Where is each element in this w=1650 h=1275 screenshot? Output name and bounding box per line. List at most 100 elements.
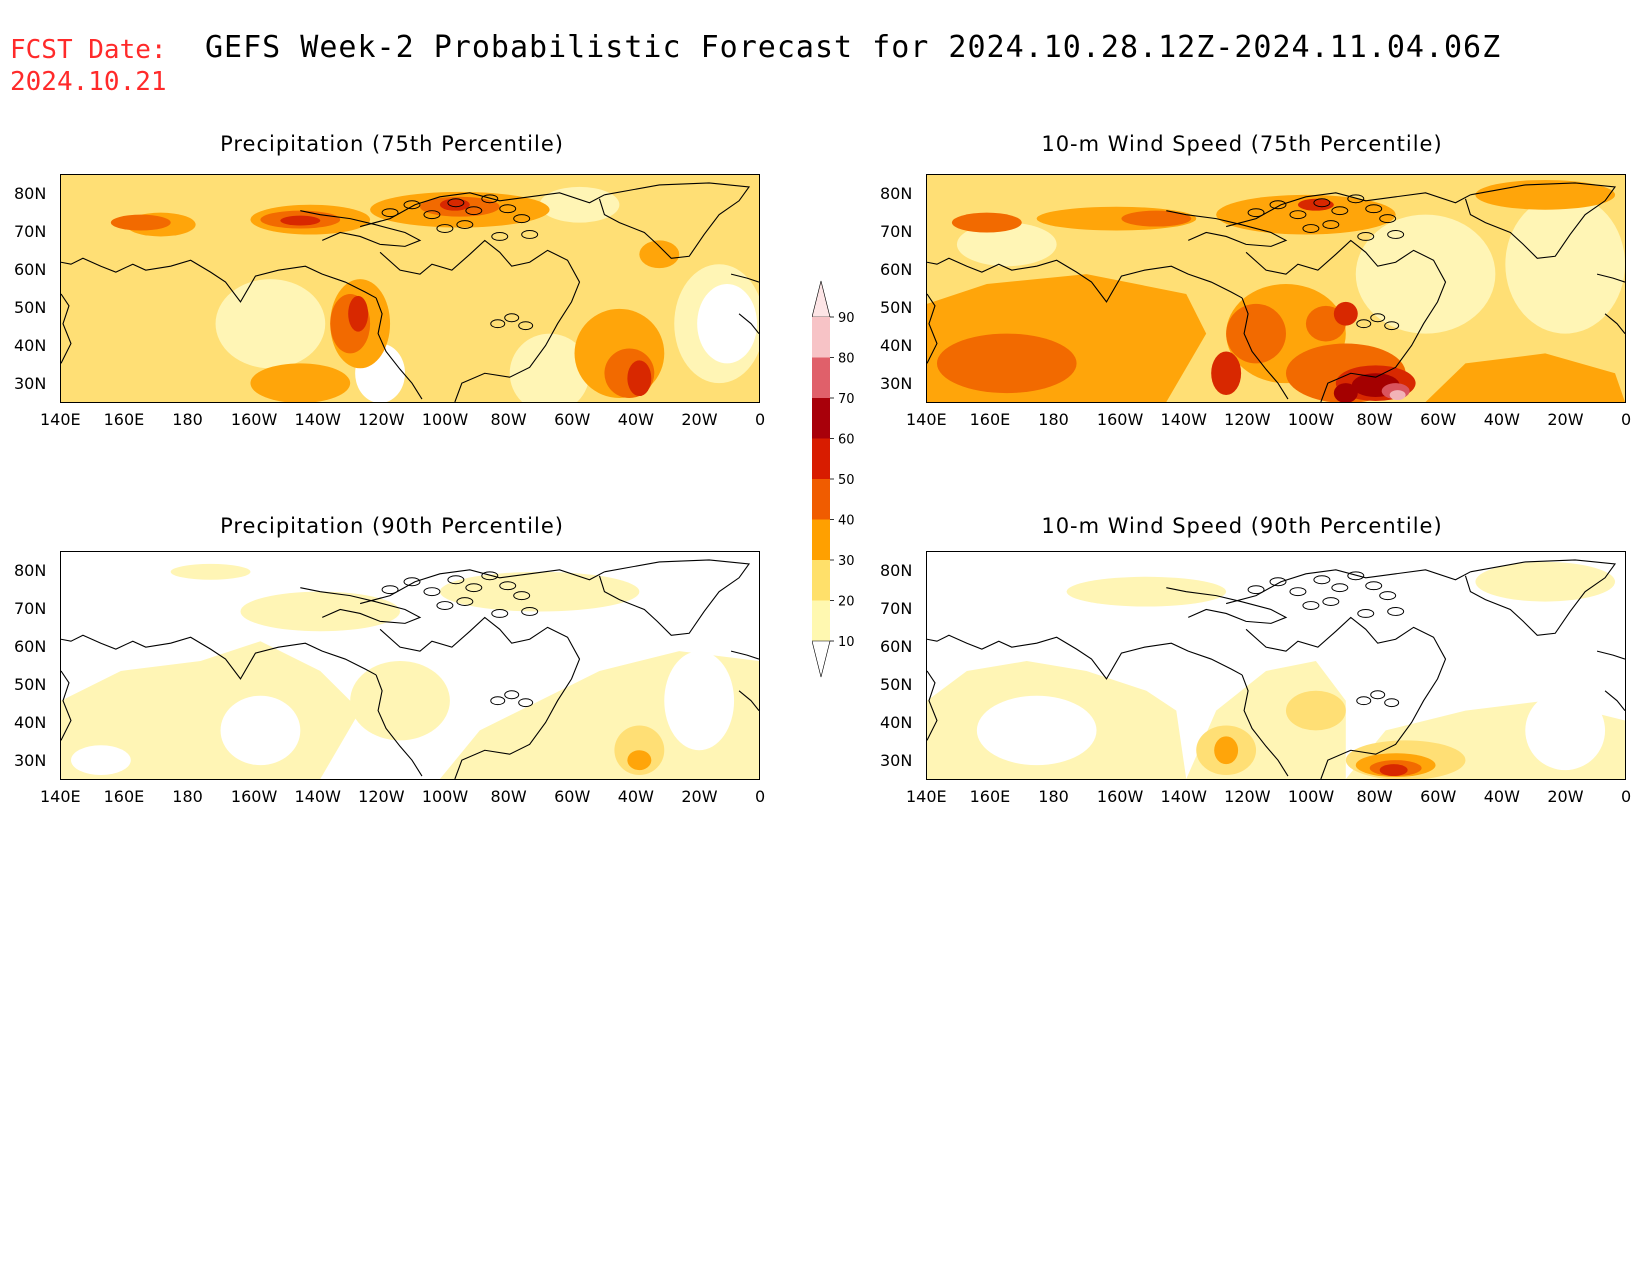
probability-contour: [1389, 390, 1406, 401]
probability-contour: [639, 240, 680, 269]
colorbar-tick-label: 90: [838, 311, 855, 326]
coastline: [61, 670, 72, 741]
map-wind-90: [926, 551, 1626, 780]
lake-outline: [1370, 690, 1386, 700]
island-outline: [1357, 608, 1375, 618]
probability-contour: [439, 198, 470, 211]
island-outline: [513, 591, 531, 601]
panel-title-wind-75: 10-m Wind Speed (75th Percentile): [1041, 132, 1443, 156]
panel-title-wind-90: 10-m Wind Speed (90th Percentile): [1041, 514, 1443, 538]
probability-contour: [1226, 303, 1286, 364]
island-outline: [1322, 597, 1340, 607]
island-outline: [1313, 198, 1331, 208]
probability-contour: [627, 360, 652, 397]
coastline: [360, 192, 605, 228]
coastline: [1464, 559, 1617, 636]
colorbar-swatch: [812, 398, 830, 439]
probability-contour: [1475, 561, 1616, 602]
lon-tick-label: 40W: [1483, 410, 1520, 429]
lon-tick-label: 40W: [1483, 787, 1520, 806]
coastline: [300, 210, 422, 247]
colorbar-swatch: [812, 317, 830, 358]
island-outline: [1289, 210, 1307, 220]
lon-tick-label: 140W: [294, 410, 341, 429]
lon-tick-label: 180: [172, 787, 203, 806]
probability-contour: [1333, 383, 1358, 402]
island-outline: [1379, 214, 1397, 224]
coastline: [1604, 313, 1625, 334]
map-wind-75: [926, 174, 1626, 403]
coastline: [300, 587, 422, 624]
colorbar-swatch: [812, 519, 830, 560]
lon-tick-label: 100W: [421, 787, 469, 806]
colorbar-tick-label: 20: [838, 595, 855, 610]
probability-contour: [1355, 214, 1496, 334]
coastline: [927, 670, 938, 741]
probability-contour: [170, 563, 251, 580]
probability-contour: [250, 363, 351, 402]
lake-outline: [1356, 319, 1372, 329]
lon-tick-label: 60W: [1420, 787, 1457, 806]
lon-tick-label: 120W: [1224, 787, 1271, 806]
island-outline: [1347, 571, 1365, 581]
coastline: [379, 616, 581, 779]
colorbar-swatch: [812, 479, 830, 520]
lat-tick-label: 40N: [14, 336, 47, 355]
lon-tick-label: 160E: [103, 787, 145, 806]
coastline: [379, 239, 581, 402]
forecast-date-value: 2024.10.21: [10, 67, 167, 97]
lat-tick-label: 70N: [880, 599, 913, 618]
lon-tick-label: 120W: [358, 787, 405, 806]
lon-tick-label: 60W: [554, 787, 591, 806]
coastline: [1245, 616, 1447, 779]
lake-outline: [1356, 696, 1372, 706]
coastline: [927, 257, 1243, 303]
lake-outline: [504, 690, 520, 700]
coastline: [927, 293, 938, 364]
colorbar-tick-label: 40: [838, 514, 855, 529]
probability-contour: [1121, 210, 1192, 227]
probability-contour: [936, 333, 1077, 394]
probability-contour: [439, 571, 640, 612]
probability-contour: [215, 279, 326, 369]
panel-title-precip-75: Precipitation (75th Percentile): [220, 132, 564, 156]
island-outline: [403, 577, 421, 587]
lon-tick-label: 40W: [617, 410, 654, 429]
coastline: [927, 634, 1243, 680]
coastline: [1226, 569, 1471, 605]
colorbar-top-arrow: [812, 280, 831, 318]
probability-contour: [614, 725, 665, 776]
coastline: [598, 559, 751, 636]
lat-tick-label: 40N: [880, 336, 913, 355]
lon-tick-label: 160W: [230, 410, 278, 429]
coastline: [375, 297, 423, 400]
lat-tick-label: 30N: [14, 374, 47, 393]
map-precip-75: [60, 174, 760, 403]
lon-tick-label: 140W: [1160, 410, 1207, 429]
island-outline: [456, 597, 474, 607]
lat-tick-label: 30N: [14, 751, 47, 770]
lat-tick-label: 80N: [880, 184, 913, 203]
probability-contour: [956, 222, 1057, 267]
colorbar-swatch: [812, 600, 830, 641]
lat-tick-label: 50N: [880, 675, 913, 694]
lon-tick-label: 120W: [358, 410, 405, 429]
lon-tick-label: 0: [1621, 410, 1632, 429]
lon-tick-label: 0: [755, 410, 766, 429]
island-outline: [499, 204, 517, 214]
coastline: [738, 690, 759, 711]
lon-tick-label: 60W: [554, 410, 591, 429]
probability-contour: [1285, 690, 1346, 731]
panel-title-precip-90: Precipitation (90th Percentile): [220, 514, 564, 538]
island-outline: [423, 587, 441, 597]
lat-tick-label: 60N: [880, 637, 913, 656]
lake-outline: [490, 319, 506, 329]
coastline: [1245, 239, 1447, 402]
lon-tick-label: 20W: [681, 410, 718, 429]
coastline: [1166, 210, 1288, 247]
island-outline: [1365, 581, 1383, 591]
wind-75-contours: [927, 175, 1625, 402]
lon-tick-label: 100W: [1287, 410, 1335, 429]
coastline: [1166, 587, 1288, 624]
precip-75-contours: [61, 175, 759, 402]
